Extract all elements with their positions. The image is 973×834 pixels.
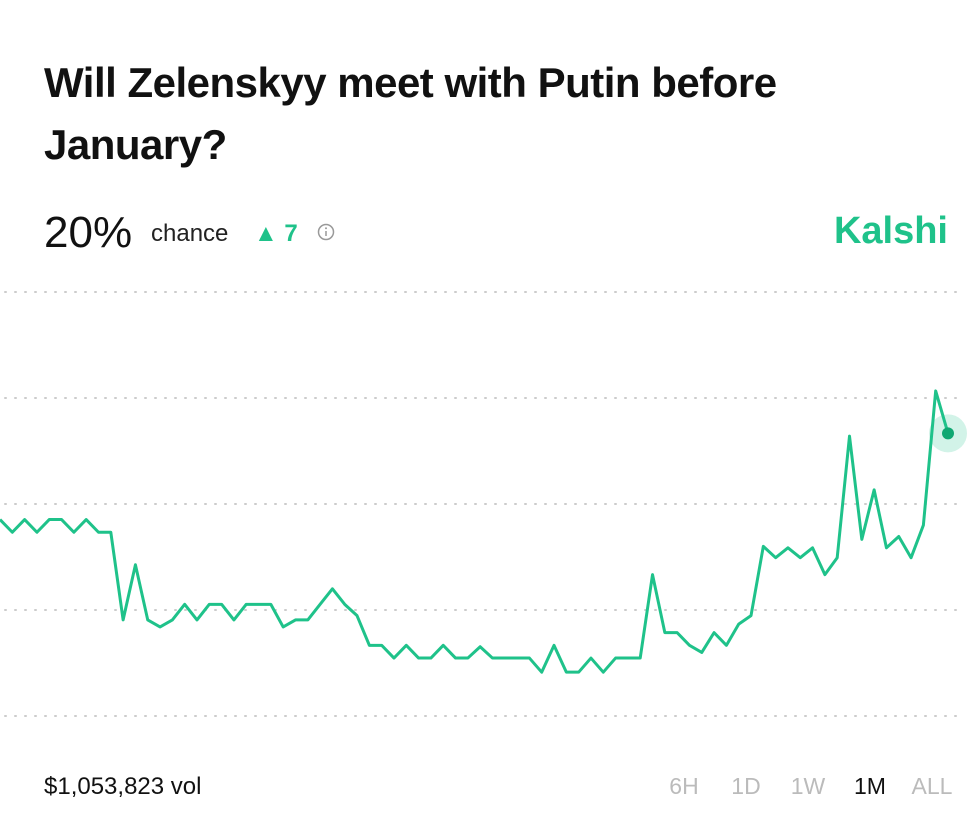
line <box>0 389 950 674</box>
range-button[interactable]: 6H <box>669 773 699 799</box>
range-button[interactable]: ALL <box>911 773 953 799</box>
range-button[interactable]: 1M <box>854 773 886 799</box>
change: ▲ 7 <box>254 220 298 247</box>
current-point <box>942 427 954 440</box>
title: Will Zelenskyy meet with Putin before Ja… <box>44 59 777 168</box>
range-button[interactable]: 1W <box>790 773 826 799</box>
current-halo <box>929 414 967 453</box>
chance-label: chance <box>151 220 229 247</box>
range-button[interactable]: 1D <box>731 773 761 799</box>
info-icon[interactable] <box>317 223 335 241</box>
brand[interactable]: Kalshi <box>833 210 948 252</box>
volume: $1,053,823 vol <box>44 773 202 800</box>
range-selector: 6H 1D 1W 1M ALL <box>653 773 963 800</box>
chance-value: 20% <box>44 208 133 257</box>
change-value: 7 <box>284 220 298 247</box>
